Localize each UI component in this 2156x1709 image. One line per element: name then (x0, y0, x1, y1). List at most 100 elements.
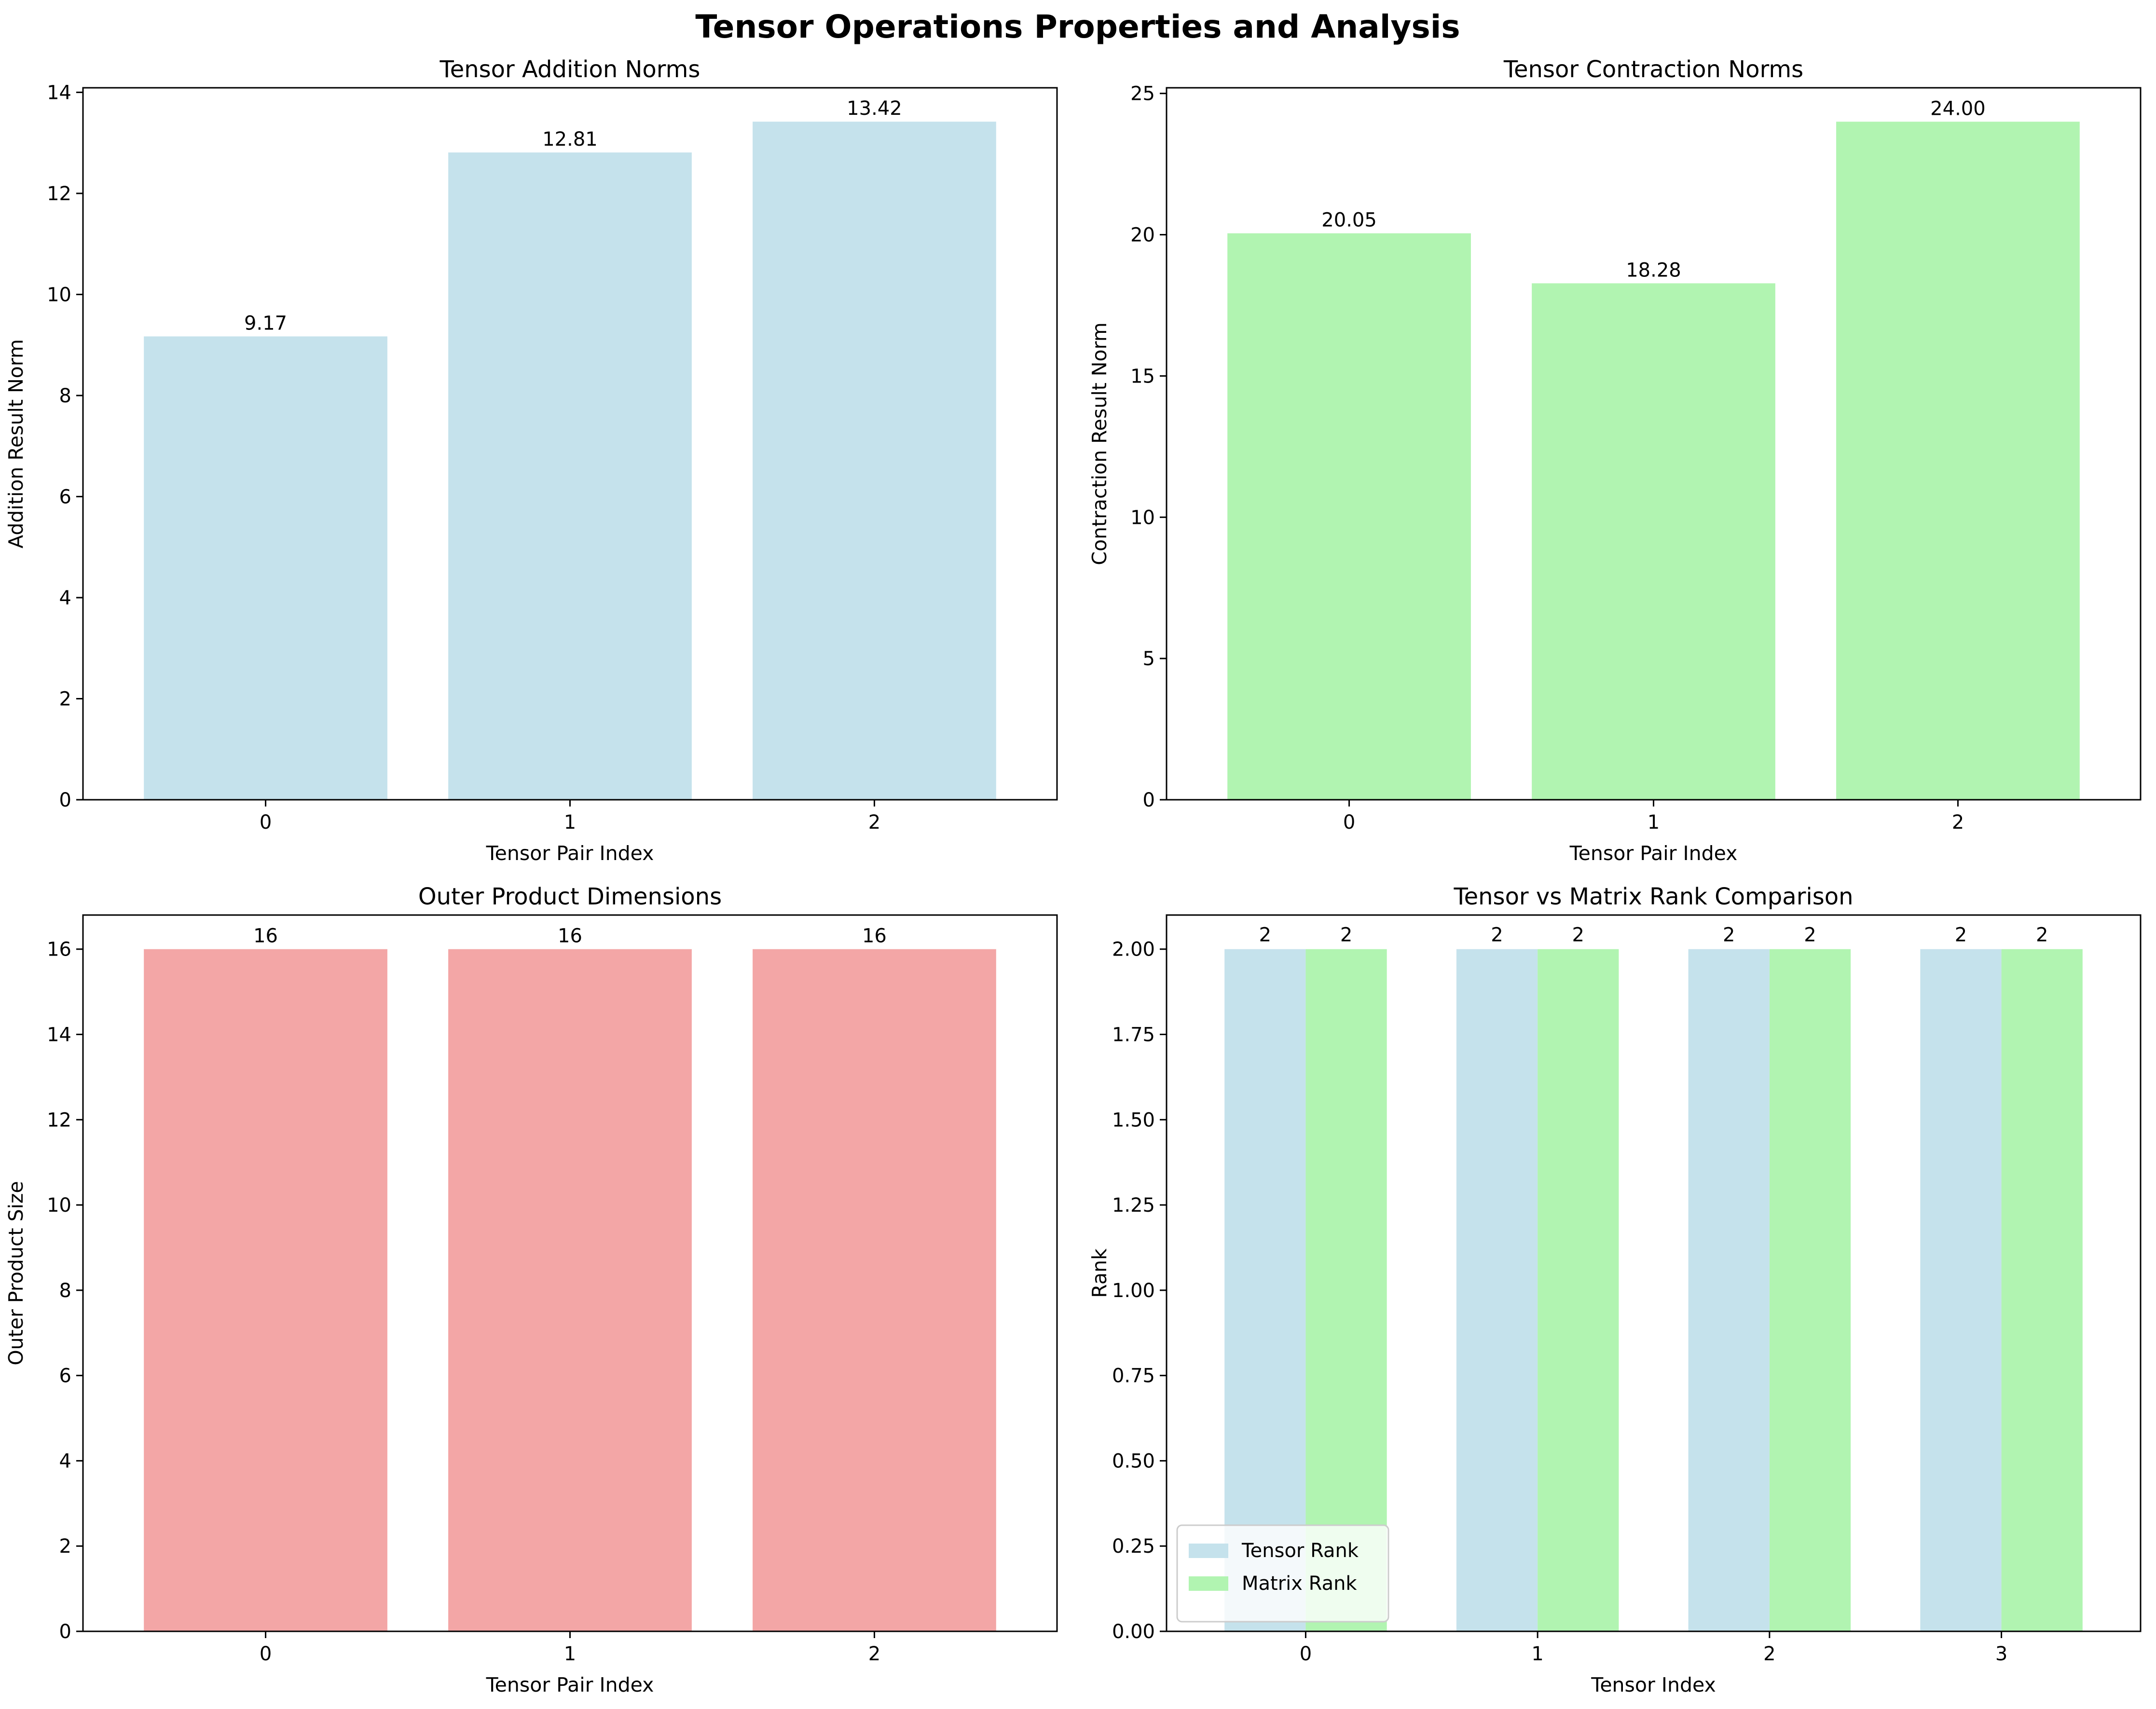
subplot-addition: Tensor Addition Norms 9.17 12.81 13.42 0 2 4 6 8… (4, 56, 1058, 865)
legend: Tensor Rank Matrix Rank (1176, 1524, 1389, 1623)
y-axis-label: Contraction Result Norm (1088, 322, 1111, 565)
legend-frame (1176, 1524, 1389, 1623)
y-tick-label: 10 (47, 1194, 71, 1217)
bar-2 (753, 949, 996, 1631)
bar-value-label: 16 (253, 925, 278, 947)
bar-tensor-rank-3 (1920, 949, 2002, 1631)
y-tick-label: 12 (47, 183, 71, 205)
y-tick-label: 6 (59, 1365, 71, 1387)
y-tick-label: 1.25 (1112, 1194, 1155, 1217)
bar-value-label: 2 (1804, 924, 1816, 946)
y-tick-label: 20 (1130, 224, 1155, 246)
bar-value-label: 18.28 (1626, 259, 1681, 281)
legend-swatch (1189, 1576, 1228, 1591)
x-axis-label: Tensor Pair Index (1569, 842, 1738, 865)
bar-value-label: 2 (1259, 924, 1271, 946)
y-tick-label: 4 (59, 1450, 71, 1472)
bar-matrix-rank-3 (2001, 949, 2083, 1631)
y-tick-label: 16 (47, 939, 71, 961)
x-axis-label: Tensor Pair Index (486, 1673, 654, 1696)
bar-value-label: 2 (2036, 924, 2048, 946)
y-tick-label: 14 (47, 1024, 71, 1046)
bar-value-label: 13.42 (847, 97, 902, 120)
y-tick-label: 12 (47, 1109, 71, 1131)
y-tick-label: 10 (47, 284, 71, 306)
x-tick-label: 2 (1763, 1643, 1775, 1665)
y-tick-label: 8 (59, 1280, 71, 1302)
y-tick-label: 14 (47, 82, 71, 104)
y-tick-label: 2 (59, 688, 71, 710)
x-tick-label: 2 (868, 1643, 880, 1665)
bar-matrix-rank-2 (1769, 949, 1851, 1631)
x-tick-label: 1 (564, 1643, 576, 1665)
bar-0 (144, 336, 387, 800)
y-tick-label: 2 (59, 1535, 71, 1558)
y-tick-label: 0.25 (1112, 1535, 1155, 1558)
x-tick-label: 0 (260, 811, 272, 834)
x-tick-label: 1 (1531, 1643, 1543, 1665)
bar-value-label: 16 (558, 925, 582, 947)
x-tick-label: 2 (868, 811, 880, 834)
subplots-grid: Tensor Addition Norms 9.17 12.81 13.42 0 2 4 6 8… (4, 56, 2142, 1696)
subplot-title: Tensor Addition Norms (439, 56, 700, 83)
y-tick-label: 0 (59, 789, 71, 811)
x-axis-label: Tensor Pair Index (486, 842, 654, 865)
y-tick-label: 4 (59, 587, 71, 609)
y-tick-label: 8 (59, 385, 71, 407)
bar-value-label: 9.17 (244, 312, 287, 334)
x-tick-label: 2 (1952, 811, 1964, 834)
bar-1 (448, 152, 692, 800)
bar-matrix-rank-0 (1305, 949, 1387, 1631)
bar-2 (1836, 122, 2080, 800)
y-axis-label: Addition Result Norm (4, 339, 27, 548)
bar-value-label: 2 (1955, 924, 1967, 946)
y-tick-label: 0 (1143, 789, 1155, 811)
y-tick-label: 6 (59, 486, 71, 508)
x-tick-label: 0 (1300, 1643, 1312, 1665)
y-tick-label: 0.00 (1112, 1621, 1155, 1643)
y-tick-label: 0 (59, 1621, 71, 1643)
y-tick-label: 1.75 (1112, 1024, 1155, 1046)
bar-value-label: 2 (1723, 924, 1735, 946)
bar-0 (1227, 233, 1471, 800)
legend-swatch (1189, 1544, 1228, 1558)
x-tick-label: 3 (1995, 1643, 2007, 1665)
bar-tensor-rank-1 (1456, 949, 1538, 1631)
y-axis-label: Outer Product Size (4, 1181, 27, 1365)
x-tick-label: 1 (564, 811, 576, 834)
x-axis-label: Tensor Index (1591, 1673, 1716, 1696)
y-tick-label: 2.00 (1112, 939, 1155, 961)
y-tick-label: 0.75 (1112, 1365, 1155, 1387)
bar-tensor-rank-2 (1688, 949, 1770, 1631)
subplot-title: Tensor vs Matrix Rank Comparison (1453, 883, 1853, 910)
x-tick-label: 0 (260, 1643, 272, 1665)
y-tick-label: 10 (1130, 506, 1155, 529)
bar-value-label: 20.05 (1321, 209, 1377, 232)
x-tick-label: 0 (1343, 811, 1355, 834)
legend-label: Matrix Rank (1242, 1572, 1357, 1595)
legend-label: Tensor Rank (1241, 1540, 1359, 1562)
bar-value-label: 2 (1572, 924, 1584, 946)
bar-2 (753, 122, 996, 800)
figure-title: Tensor Operations Properties and Analysi… (695, 8, 1460, 45)
y-tick-label: 0.50 (1112, 1450, 1155, 1472)
y-axis-label: Rank (1088, 1248, 1111, 1298)
bar-value-label: 24.00 (1930, 97, 1986, 120)
bar-tensor-rank-0 (1224, 949, 1306, 1631)
axes-frame (1166, 914, 2142, 1632)
y-tick-label: 1.50 (1112, 1109, 1155, 1131)
bar-value-label: 12.81 (542, 128, 598, 150)
bar-matrix-rank-1 (1538, 949, 1619, 1631)
bar-1 (448, 949, 692, 1631)
bar-1 (1532, 283, 1775, 800)
y-tick-label: 25 (1130, 83, 1155, 105)
subplot-contraction: Tensor Contraction Norms 20.05 18.28 24.00 0… (1088, 56, 2142, 865)
subplot-title: Outer Product Dimensions (418, 883, 722, 910)
y-tick-label: 15 (1130, 365, 1155, 387)
y-tick-label: 5 (1143, 648, 1155, 670)
bar-value-label: 2 (1340, 924, 1352, 946)
bar-value-label: 16 (862, 925, 887, 947)
bar-0 (144, 949, 387, 1631)
